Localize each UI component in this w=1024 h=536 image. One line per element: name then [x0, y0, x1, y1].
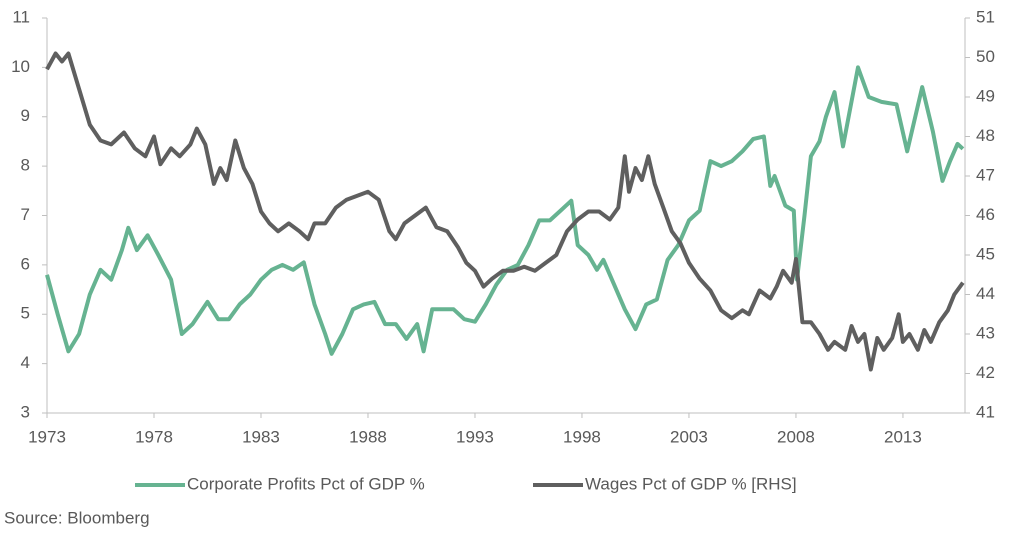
series-line — [45, 51, 965, 372]
y-tick-label: 9 — [21, 106, 30, 125]
y-tick-label: 3 — [21, 402, 30, 421]
y2-tick-label: 45 — [976, 244, 995, 263]
y2-tick-label: 44 — [976, 284, 995, 303]
y-tick-label: 5 — [21, 304, 30, 323]
x-tick-label: 2003 — [670, 427, 708, 446]
x-tick-label: 2008 — [777, 427, 815, 446]
x-tick-label: 2013 — [884, 427, 922, 446]
y-tick-label: 4 — [21, 353, 30, 372]
y-tick-label: 7 — [21, 205, 30, 224]
x-tick-label: 1983 — [242, 427, 280, 446]
series-line — [45, 65, 965, 356]
y2-tick-label: 43 — [976, 323, 995, 342]
legend-label: Corporate Profits Pct of GDP % — [187, 474, 425, 493]
y-tick-label: 10 — [11, 57, 30, 76]
y2-tick-label: 42 — [976, 363, 995, 382]
y2-tick-label: 47 — [976, 165, 995, 184]
y2-tick-label: 46 — [976, 205, 995, 224]
source-note: Source: Bloomberg — [4, 508, 150, 527]
x-tick-label: 1973 — [28, 427, 66, 446]
x-tick-label: 1988 — [349, 427, 387, 446]
y2-tick-label: 41 — [976, 402, 995, 421]
y-tick-label: 6 — [21, 254, 30, 273]
legend-label: Wages Pct of GDP % [RHS] — [585, 474, 797, 493]
y-tick-label: 11 — [12, 7, 30, 26]
y2-tick-label: 50 — [976, 47, 995, 66]
y2-tick-label: 49 — [976, 86, 995, 105]
x-tick-label: 1978 — [135, 427, 173, 446]
y2-tick-label: 48 — [976, 126, 995, 145]
x-tick-label: 1993 — [456, 427, 494, 446]
y2-tick-label: 51 — [976, 7, 995, 26]
x-tick-label: 1998 — [563, 427, 601, 446]
y-tick-label: 8 — [21, 156, 30, 175]
